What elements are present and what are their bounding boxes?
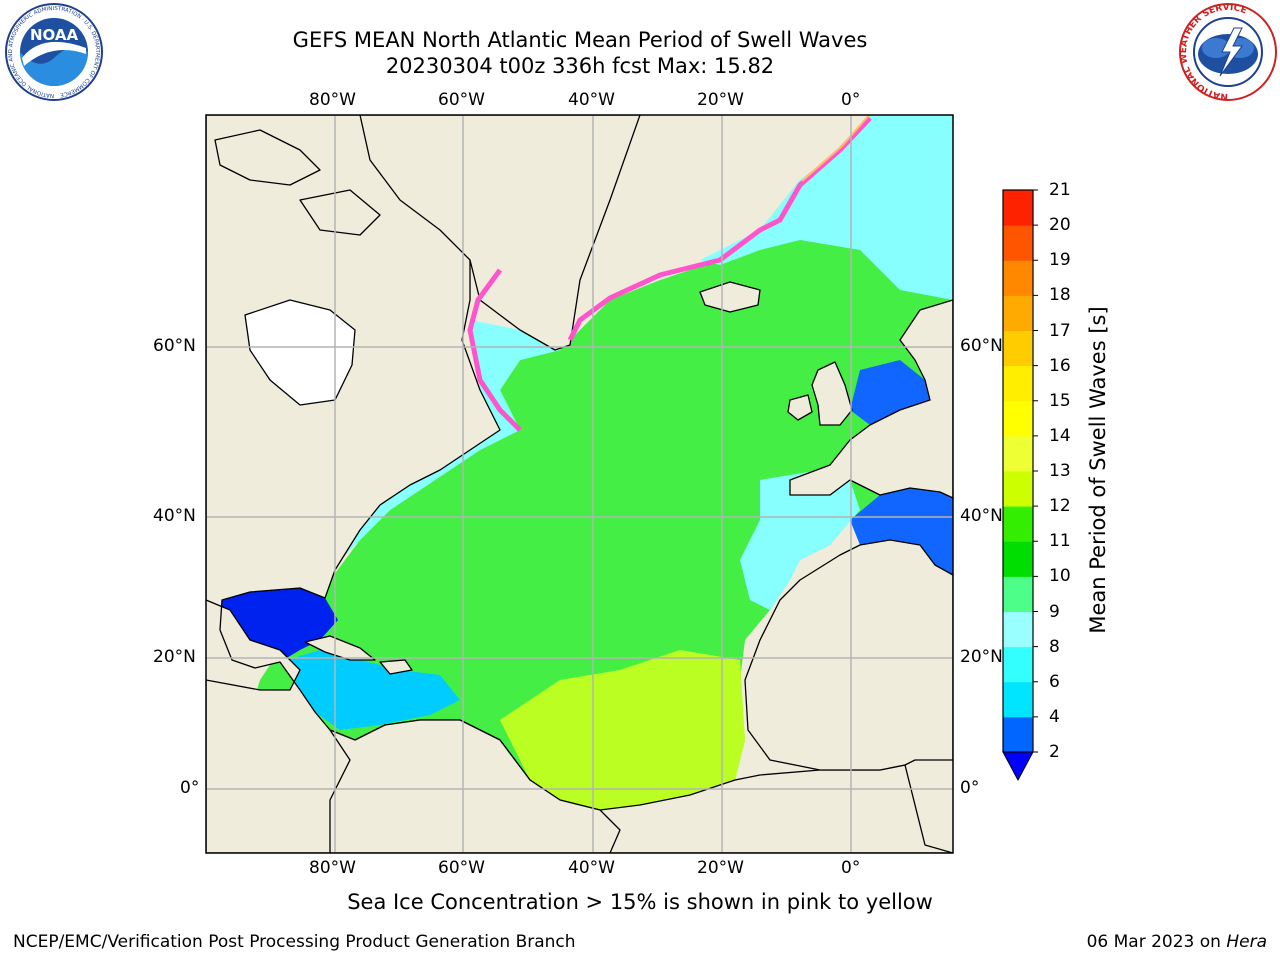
cyan-shelf-north [700,115,953,300]
north-sea [850,360,930,425]
lat-tick-left-60n: 60°N [153,336,196,356]
sea-ice-note-text: Sea Ice Concentration > 15% is shown in … [347,890,933,914]
lat-tick-right-0: 0° [960,778,980,798]
ice-edge-highlight [801,115,871,182]
colorbar-tick-label: 4 [1049,706,1060,727]
hispaniola-land [379,659,413,675]
colorbar-segment [1003,400,1033,437]
lat-tick-left-20n: 20°N [153,647,196,667]
chart-subtitle: 20230304 t00z 336h fcst Max: 15.82 [385,54,775,78]
colorbar-segment [1003,330,1033,367]
lon-tick-top-60w: 60°W [438,90,485,110]
colorbar-segment [1003,365,1033,402]
colorbar-tick-label: 14 [1049,425,1071,446]
ice-edge-greenland-east [567,116,872,342]
lon-tick-top-40w: 40°W [568,90,615,110]
footer-date-text: 06 Mar 2023 on [1086,932,1227,952]
colorbar-under-triangle [1002,751,1034,782]
greenland-land [359,115,641,351]
ice-edge-labrador [467,268,522,432]
footer-credit: NCEP/EMC/Verification Post Processing Pr… [13,932,576,952]
lon-tick-top-0: 0° [841,90,861,110]
colorbar-tick-label: 15 [1049,390,1071,411]
lat-tick-right-60n: 60°N [960,336,1003,356]
lat-tick-left-40n: 40°N [153,506,196,526]
great-britain-land [811,361,853,426]
map-frame [205,114,954,854]
hudson-bay-water [244,299,356,406]
sea-ice-note: Sea Ice Concentration > 15% is shown in … [0,890,1280,914]
colorbar-segment [1003,541,1033,577]
svg-text:NOAA: NOAA [30,26,79,44]
colorbar-tick-label: 19 [1049,250,1071,271]
colorbar-segment [1003,471,1033,507]
europe-land [789,299,953,499]
arctic-islands-2 [299,189,381,236]
lon-tick-bottom-60w: 60°W [438,858,485,878]
colorbar-segment [1003,716,1033,753]
colorbar-segment [1003,225,1033,261]
mediterranean-sea [850,488,953,575]
colorbar-tick-label: 17 [1049,320,1071,341]
colorbar-tick-label: 21 [1049,180,1071,200]
colorbar-segment [1003,435,1033,472]
colorbar-tick-label: 18 [1049,285,1071,306]
tropical-yellow [500,650,745,810]
colorbar-title: Mean Period of Swell Waves [s] [1086,306,1110,634]
nws-logo: NATIONAL WEATHER SERVICE [1179,3,1277,101]
footer-date: 06 Mar 2023 on Hera [1087,932,1267,952]
lat-tick-right-40n: 40°N [960,506,1003,526]
arctic-islands-1 [214,129,321,186]
cyan-iberia [740,470,860,610]
colorbar-tick-label: 11 [1049,531,1071,552]
colorbar-segment [1003,576,1033,612]
lon-tick-bottom-40w: 40°W [568,858,615,878]
cuba-land [304,635,376,661]
lat-tick-left-0: 0° [180,778,200,798]
colorbar-segment [1003,190,1033,226]
colorbar-tick-label: 6 [1049,671,1060,692]
ireland-land [787,394,813,421]
caribbean-sea [280,650,460,730]
colorbar-tick-label: 2 [1049,742,1060,762]
colorbar-tick-label: 8 [1049,636,1060,657]
colorbar-tick-label: 13 [1049,461,1071,481]
colorbar-segment [1003,260,1033,296]
africa-land [744,539,953,771]
iceland-land [699,281,761,313]
lon-tick-bottom-20w: 20°W [697,858,744,878]
colorbar-segment [1003,646,1033,683]
colorbar-segment [1003,506,1033,542]
chart-title: GEFS MEAN North Atlantic Mean Period of … [292,28,868,52]
noaa-logo: NOAA NATIONAL OCEANIC AND ATMOSPHERIC AD… [5,3,103,101]
colorbar-segment [1003,611,1033,648]
lon-tick-top-80w: 80°W [309,90,356,110]
map-grid [206,115,953,853]
colorbar-tick-label: 9 [1049,601,1060,622]
colorbar-tick-label: 20 [1049,215,1071,236]
footer-host: Hera [1226,932,1267,952]
colorbar-tick-label: 10 [1049,566,1071,587]
lon-tick-bottom-80w: 80°W [309,858,356,878]
colorbar-tick-label: 16 [1049,355,1071,376]
south-america-land [329,719,621,853]
lon-tick-bottom-0: 0° [841,858,861,878]
lon-tick-top-20w: 20°W [697,90,744,110]
colorbar-segment [1003,295,1033,331]
colorbar-tick-label: 12 [1049,496,1071,517]
colorbar-segment [1003,681,1033,718]
lat-tick-right-20n: 20°N [960,647,1003,667]
